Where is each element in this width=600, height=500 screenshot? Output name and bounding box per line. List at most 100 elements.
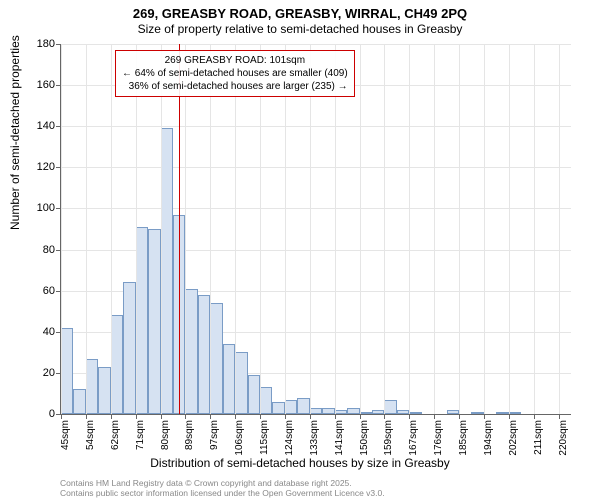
histogram-bar	[136, 227, 148, 414]
xtick-mark	[335, 414, 336, 419]
gridline-v	[384, 44, 385, 414]
xtick-mark	[136, 414, 137, 419]
histogram-bar	[360, 412, 372, 414]
histogram-bar	[73, 389, 85, 414]
histogram-bar	[471, 412, 483, 414]
histogram-bar	[61, 328, 73, 414]
chart-title-sub: Size of property relative to semi-detach…	[0, 22, 600, 36]
xtick-mark	[384, 414, 385, 419]
gridline-v	[260, 44, 261, 414]
histogram-bar	[496, 412, 508, 414]
xtick-label: 45sqm	[60, 420, 71, 460]
gridline-v	[86, 44, 87, 414]
ytick-label: 160	[15, 79, 55, 91]
annotation-line3: 36% of semi-detached houses are larger (…	[122, 80, 348, 93]
ytick-label: 20	[15, 367, 55, 379]
gridline-v	[335, 44, 336, 414]
xtick-mark	[509, 414, 510, 419]
histogram-bar	[322, 408, 334, 414]
xtick-mark	[534, 414, 535, 419]
histogram-bar	[372, 410, 384, 414]
gridline-h	[61, 208, 571, 209]
gridline-v	[360, 44, 361, 414]
gridline-v	[111, 44, 112, 414]
histogram-bar	[185, 289, 197, 414]
xtick-mark	[310, 414, 311, 419]
y-axis-label: Number of semi-detached properties	[8, 35, 22, 230]
ytick-label: 40	[15, 326, 55, 338]
gridline-v	[559, 44, 560, 414]
histogram-bar	[198, 295, 210, 414]
gridline-v	[509, 44, 510, 414]
xtick-label: 159sqm	[383, 420, 394, 460]
xtick-label: 194sqm	[483, 420, 494, 460]
xtick-label: 167sqm	[408, 420, 419, 460]
xtick-label: 133sqm	[309, 420, 320, 460]
xtick-mark	[61, 414, 62, 419]
xtick-mark	[210, 414, 211, 419]
xtick-label: 62sqm	[110, 420, 121, 460]
attribution-line2: Contains public sector information licen…	[60, 488, 385, 498]
xtick-mark	[559, 414, 560, 419]
gridline-v	[484, 44, 485, 414]
gridline-v	[235, 44, 236, 414]
histogram-bar	[223, 344, 235, 414]
gridline-v	[136, 44, 137, 414]
xtick-label: 106sqm	[234, 420, 245, 460]
xtick-mark	[434, 414, 435, 419]
xtick-label: 202sqm	[508, 420, 519, 460]
xtick-mark	[285, 414, 286, 419]
histogram-bar	[272, 402, 284, 414]
gridline-v	[534, 44, 535, 414]
xtick-mark	[111, 414, 112, 419]
xtick-mark	[459, 414, 460, 419]
histogram-bar	[509, 412, 521, 414]
histogram-bar	[148, 229, 160, 414]
ytick-label: 140	[15, 120, 55, 132]
histogram-bar	[409, 412, 421, 414]
annotation-line1: 269 GREASBY ROAD: 101sqm	[122, 54, 348, 67]
xtick-mark	[161, 414, 162, 419]
gridline-v	[210, 44, 211, 414]
gridline-h	[61, 167, 571, 168]
histogram-bar	[397, 410, 409, 414]
xtick-mark	[185, 414, 186, 419]
xtick-label: 176sqm	[433, 420, 444, 460]
xtick-mark	[260, 414, 261, 419]
gridline-v	[161, 44, 162, 414]
histogram-bar	[347, 408, 359, 414]
xtick-label: 185sqm	[458, 420, 469, 460]
xtick-label: 115sqm	[259, 420, 270, 460]
gridline-v	[434, 44, 435, 414]
gridline-v	[185, 44, 186, 414]
histogram-bar	[335, 410, 347, 414]
ytick-label: 180	[15, 38, 55, 50]
gridline-h	[61, 126, 571, 127]
gridline-v	[459, 44, 460, 414]
xtick-label: 71sqm	[135, 420, 146, 460]
xtick-label: 141sqm	[334, 420, 345, 460]
histogram-bar	[235, 352, 247, 414]
property-marker-line	[179, 44, 180, 414]
annotation-box: 269 GREASBY ROAD: 101sqm ← 64% of semi-d…	[115, 50, 355, 97]
plot-area: 269 GREASBY ROAD: 101sqm ← 64% of semi-d…	[60, 44, 571, 415]
histogram-bar	[297, 398, 309, 414]
ytick-label: 100	[15, 202, 55, 214]
histogram-bar	[248, 375, 260, 414]
xtick-label: 150sqm	[359, 420, 370, 460]
xtick-mark	[86, 414, 87, 419]
ytick-label: 0	[15, 408, 55, 420]
annotation-line2: ← 64% of semi-detached houses are smalle…	[122, 67, 348, 80]
xtick-label: 97sqm	[209, 420, 220, 460]
histogram-bar	[447, 410, 459, 414]
chart-title-main: 269, GREASBY ROAD, GREASBY, WIRRAL, CH49…	[0, 6, 600, 21]
histogram-bar	[260, 387, 272, 414]
histogram-bar	[285, 400, 297, 414]
xtick-label: 124sqm	[284, 420, 295, 460]
attribution: Contains HM Land Registry data © Crown c…	[60, 478, 385, 498]
histogram-bar	[98, 367, 110, 414]
histogram-bar	[111, 315, 123, 414]
xtick-label: 80sqm	[160, 420, 171, 460]
attribution-line1: Contains HM Land Registry data © Crown c…	[60, 478, 385, 488]
xtick-mark	[484, 414, 485, 419]
